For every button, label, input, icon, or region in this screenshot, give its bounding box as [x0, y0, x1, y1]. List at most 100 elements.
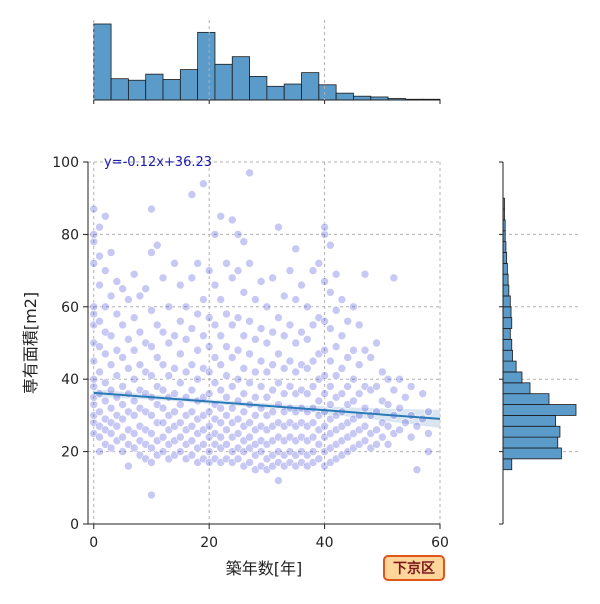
right-hist-bar: [502, 349, 513, 362]
scatter-point: [147, 490, 156, 500]
scatter-point: [239, 331, 249, 341]
scatter-point: [204, 266, 214, 275]
top-hist-bar: [353, 95, 372, 101]
scatter-point: [377, 432, 387, 442]
scatter-point: [158, 385, 168, 395]
scatter-point: [337, 389, 347, 398]
scatter-point: [291, 295, 301, 304]
top-hist-bar: [301, 72, 320, 101]
right-hist-bar: [502, 262, 508, 275]
scatter-point: [152, 240, 162, 250]
scatter-point: [124, 364, 133, 373]
scatter-point: [268, 327, 277, 337]
scatter-point: [308, 382, 318, 391]
right-hist-bar: [502, 458, 513, 471]
right-hist-bar: [502, 425, 561, 438]
scatter-point: [383, 421, 393, 431]
scatter-point: [406, 382, 416, 391]
scatter-point: [424, 407, 433, 417]
scatter-point: [302, 389, 312, 398]
right-hist-bar: [502, 317, 513, 329]
scatter-point: [349, 396, 358, 406]
scatter-point: [187, 360, 197, 370]
scatter-point: [285, 266, 295, 275]
scatter-point: [176, 447, 185, 456]
scatter-point: [199, 331, 208, 341]
scatter-point: [129, 345, 139, 355]
scatter-point: [176, 432, 185, 442]
scatter-point: [326, 356, 335, 366]
scatter-point: [412, 421, 422, 431]
right-histogram: [499, 161, 580, 525]
scatter-point: [164, 371, 174, 380]
scatter-point: [210, 320, 220, 330]
scatter-point: [256, 356, 266, 366]
scatter-point: [372, 338, 381, 348]
scatter-point: [210, 280, 220, 290]
scatter-point: [285, 382, 295, 391]
scatter-point: [291, 367, 301, 377]
scatter-point: [129, 411, 139, 420]
scatter-point: [297, 280, 306, 290]
scatter-point: [89, 374, 99, 384]
scatter-point: [279, 291, 289, 301]
scatter-point: [118, 400, 127, 409]
scatter-point: [129, 313, 139, 322]
scatter-point: [106, 291, 116, 301]
scatter-point: [337, 331, 347, 341]
scatter-point: [187, 273, 197, 283]
scatter-point: [89, 230, 99, 239]
scatter-point: [210, 230, 220, 239]
scatter-point: [89, 382, 99, 391]
scatter-point: [210, 353, 220, 362]
scatter-point: [141, 284, 151, 294]
scatter-point: [147, 371, 156, 380]
scatter-point: [187, 436, 197, 446]
scatter-point: [320, 316, 329, 326]
scatter-point: [326, 240, 335, 250]
scatter-point: [181, 335, 191, 344]
scatter-point: [274, 222, 283, 232]
scatter-point: [326, 400, 335, 409]
scatter-point: [95, 432, 104, 442]
scatter-point: [279, 389, 289, 398]
scatter-point: [251, 411, 260, 420]
scatter-point: [326, 382, 335, 391]
scatter-point: [256, 447, 266, 456]
scatter-point: [216, 385, 226, 395]
scatter-point: [101, 378, 110, 388]
scatter-point: [112, 371, 122, 380]
scatter-point: [106, 331, 116, 341]
scatter-point: [262, 392, 272, 402]
scatter-point: [89, 356, 99, 366]
scatter-point: [274, 378, 283, 388]
scatter-point: [106, 429, 116, 438]
right-hist-bar: [502, 295, 511, 308]
scatter-point: [418, 389, 427, 398]
scatter-point: [233, 429, 243, 438]
scatter-point: [395, 403, 404, 413]
scatter-point: [308, 356, 318, 366]
scatter-point: [176, 400, 185, 409]
top-hist-bar: [214, 63, 233, 101]
top-histogram: [93, 20, 441, 104]
scatter-point: [360, 436, 370, 446]
scatter-point: [314, 454, 324, 464]
regression-line: [93, 391, 441, 420]
scatter-point: [383, 440, 393, 449]
scatter-point: [245, 168, 254, 178]
scatter-point: [320, 421, 329, 431]
scatter-point: [181, 302, 191, 312]
scatter-point: [89, 259, 99, 268]
scatter-points: [89, 168, 433, 500]
scatter-point: [251, 335, 260, 344]
scatter-point: [291, 244, 301, 254]
scatter-point: [245, 458, 254, 467]
scatter-point: [158, 403, 168, 413]
scatter-point: [193, 345, 202, 355]
scatter-point: [233, 454, 243, 464]
top-hist-bar: [249, 76, 268, 101]
scatter-point: [95, 447, 104, 456]
scatter-point: [158, 432, 168, 442]
